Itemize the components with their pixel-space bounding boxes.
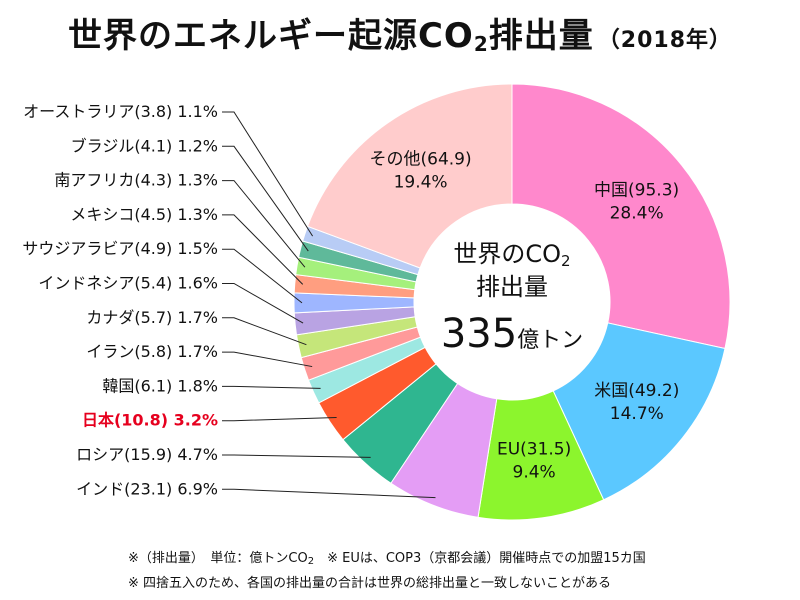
leader-line-14: [222, 111, 314, 237]
slice-1: [552, 322, 726, 501]
slice-label-13: ブラジル(4.1) 1.2%: [71, 136, 218, 155]
slice-label-2: EU(31.5): [497, 439, 571, 459]
slice-percent-1: 14.7%: [610, 404, 664, 424]
slice-0: [511, 83, 731, 350]
leader-line-13: [222, 145, 309, 252]
title-main: 世界のエネルギー起源CO: [67, 16, 474, 56]
slice-label-10: サウジアラビア(4.9) 1.5%: [22, 239, 218, 258]
slice-label-8: カナダ(5.7) 1.7%: [86, 308, 218, 327]
slice-label-15: その他(64.9): [370, 150, 472, 170]
center-line1: 世界のCO2: [453, 240, 570, 270]
leader-line-6: [222, 385, 321, 389]
slice-label-5: 日本(10.8) 3.2%: [82, 411, 218, 430]
leader-line-12: [222, 180, 306, 268]
slice-label-11: メキシコ(4.5) 1.3%: [70, 205, 218, 224]
chart-title: 世界のエネルギー起源CO2排出量 （2018年）: [0, 8, 800, 57]
footnotes: ※（排出量） 単位：億トンCO2 ※ EUは、COP3（京都会議）開催時点での加…: [128, 548, 646, 595]
leader-line-10: [222, 248, 303, 304]
leader-line-3: [222, 488, 436, 499]
slice-label-7: イラン(5.8) 1.7%: [86, 342, 218, 361]
center-line2: 排出量: [476, 273, 548, 301]
title-year: （2018年）: [597, 28, 732, 53]
slice-15: [306, 83, 513, 269]
slice-percent-15: 19.4%: [394, 173, 448, 193]
footnote-1: ※（排出量） 単位：億トンCO2 ※ EUは、COP3（京都会議）開催時点での加…: [128, 551, 646, 567]
title-subscript: 2: [473, 32, 489, 56]
slice-label-12: 南アフリカ(4.3) 1.3%: [54, 171, 218, 190]
leader-line-8: [222, 317, 307, 346]
leader-line-7: [222, 351, 313, 368]
title-tail: 排出量: [488, 16, 594, 56]
slice-label-6: 韓国(6.1) 1.8%: [102, 376, 218, 395]
slice-label-9: インドネシア(5.4) 1.6%: [38, 274, 218, 293]
labels-group: 中国(95.3) 28.4% 米国(49.2) 14.7% EU(31.5) 9.4% イン…: [22, 102, 679, 498]
slice-percent-2: 9.4%: [513, 462, 556, 482]
slices-group: [293, 83, 731, 521]
leader-lines-group: [222, 111, 436, 499]
slice-label-0: 中国(95.3): [594, 181, 679, 201]
center-label: 世界のCO2 排出量 335億トン: [441, 240, 583, 357]
slice-label-1: 米国(49.2): [594, 381, 679, 401]
slice-label-3: インド(23.1) 6.9%: [76, 479, 218, 498]
slice-label-4: ロシア(15.9) 4.7%: [76, 445, 218, 464]
leader-line-4: [222, 454, 371, 458]
leader-line-9: [222, 283, 304, 324]
leader-line-11: [222, 214, 304, 285]
slice-percent-0: 28.4%: [610, 204, 664, 224]
footnote-2: ※ 四捨五入のため、各国の排出量の合計は世界の総排出量と一致しないことがある: [128, 576, 612, 591]
center-total: 335億トン: [441, 311, 583, 357]
leader-line-5: [222, 416, 337, 422]
slice-label-14: オーストラリア(3.8) 1.1%: [23, 102, 218, 121]
